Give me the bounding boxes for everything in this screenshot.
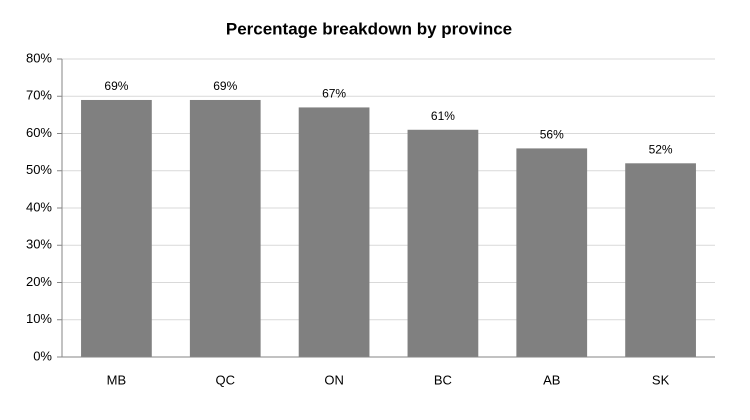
- y-tick-label: 60%: [26, 125, 52, 140]
- y-tick-label: 50%: [26, 162, 52, 177]
- value-label: 61%: [431, 109, 455, 123]
- chart-title: Percentage breakdown by province: [226, 19, 512, 38]
- value-label: 56%: [540, 128, 564, 142]
- value-label: 69%: [213, 79, 237, 93]
- value-label: 69%: [104, 79, 128, 93]
- value-label: 67%: [322, 87, 346, 101]
- x-tick-label: QC: [216, 372, 236, 387]
- y-tick-label: 40%: [26, 199, 52, 214]
- x-tick-label: MB: [107, 372, 127, 387]
- bar: [81, 99, 152, 357]
- y-tick-label: 70%: [26, 88, 52, 103]
- bar: [625, 163, 696, 357]
- value-label: 52%: [649, 142, 673, 156]
- y-tick-label: 80%: [26, 50, 52, 65]
- x-tick-label: SK: [652, 372, 670, 387]
- y-tick-label: 0%: [33, 348, 52, 363]
- bar: [407, 129, 479, 357]
- x-tick-label: AB: [543, 372, 560, 387]
- bar: [189, 99, 261, 357]
- y-tick-label: 20%: [26, 274, 52, 289]
- bar: [298, 107, 370, 357]
- x-tick-label: ON: [324, 372, 344, 387]
- bar: [516, 148, 588, 357]
- y-tick-label: 10%: [26, 311, 52, 326]
- x-tick-label: BC: [434, 372, 452, 387]
- y-tick-label: 30%: [26, 237, 52, 252]
